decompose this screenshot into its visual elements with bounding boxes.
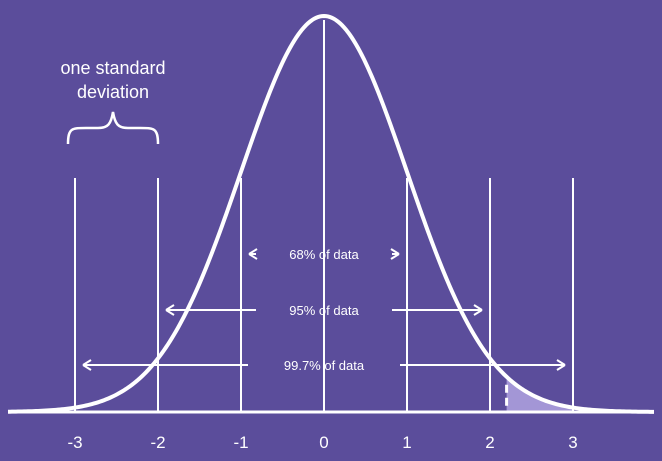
annotation-line-1: one standard (60, 58, 165, 78)
arrowhead-icon (390, 248, 400, 260)
data-range-arrows: 68% of data 95% of data 99.7% of data (82, 247, 566, 373)
tick-label: 0 (319, 433, 328, 452)
tick-label: 3 (568, 433, 577, 452)
tick-label: -3 (67, 433, 82, 452)
range-arrow: 95% of data (165, 303, 483, 318)
tick-label: -1 (233, 433, 248, 452)
range-label: 95% of data (289, 303, 359, 318)
bell-curve (7, 13, 655, 414)
range-label: 68% of data (289, 247, 359, 262)
tick-label: -2 (150, 433, 165, 452)
sigma-lines (74, 20, 574, 412)
tick-label: 2 (485, 433, 494, 452)
tick-label: 1 (402, 433, 411, 452)
axis-tick-labels: -3 -2 -1 0 1 2 3 (67, 433, 577, 452)
arrowhead-icon (248, 248, 258, 260)
standard-deviation-annotation: one standard deviation (60, 58, 166, 145)
shaded-tail-area (506, 376, 573, 412)
range-arrow: 99.7% of data (82, 358, 566, 373)
annotation-line-2: deviation (77, 82, 149, 102)
arrowhead-icon (473, 304, 483, 316)
arrowhead-icon (165, 304, 175, 316)
arrowhead-icon (556, 359, 566, 371)
curly-brace-icon (66, 111, 160, 145)
range-arrow: 68% of data (248, 247, 400, 262)
arrowhead-icon (82, 359, 92, 371)
range-label: 99.7% of data (284, 358, 365, 373)
